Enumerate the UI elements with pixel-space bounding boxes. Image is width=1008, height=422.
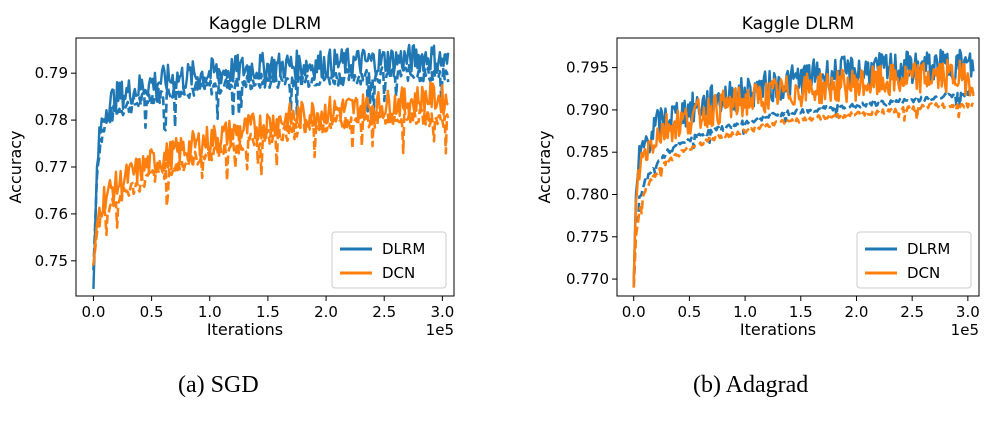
y-tick-label: 0.76: [35, 205, 68, 223]
x-tick-label: 3.0: [956, 303, 980, 321]
legend-label: DCN: [907, 264, 940, 282]
chart-adagrad: 0.0 0.5 1.0 1.5 2.0 2.5 3.0 0.770 0.775 0.780 0.78…: [535, 14, 980, 339]
chart-title: Kaggle DLRM: [209, 14, 321, 34]
x-tick-label: 2.5: [900, 303, 924, 321]
legend-label: DCN: [382, 264, 415, 282]
series-line-dcn: [92, 81, 449, 266]
series-line-dcn-dashed: [632, 102, 975, 288]
x-tick-label: 1.0: [733, 303, 757, 321]
legend-label: DLRM: [382, 240, 425, 258]
plot-frame: [616, 37, 980, 297]
legend-label: DLRM: [907, 240, 950, 258]
x-axis-label: Iterations: [740, 320, 816, 339]
series-line-dcn-dashed: [92, 106, 450, 266]
x-axis-label: Iterations: [207, 320, 283, 339]
y-tick-label: 0.770: [566, 270, 609, 288]
chart-title: Kaggle DLRM: [742, 14, 854, 34]
y-tick-label: 0.795: [566, 59, 609, 77]
x-tick-label: 1.5: [256, 303, 280, 321]
series-line-dlrm: [92, 43, 450, 289]
y-tick-label: 0.785: [566, 143, 609, 161]
y-tick-label: 0.780: [566, 185, 609, 203]
series-line-dcn: [632, 58, 975, 284]
x-offset-label: 1e5: [951, 321, 979, 339]
y-tick-label: 0.75: [35, 252, 68, 270]
legend: DLRM DCN: [856, 231, 972, 289]
y-axis-label: Accuracy: [6, 130, 25, 203]
x-tick-label: 3.0: [430, 303, 454, 321]
y-axis-label: Accuracy: [535, 130, 554, 203]
x-tick-label: 2.0: [845, 303, 869, 321]
series-line-dlrm-dashed: [632, 89, 975, 288]
x-tick-label: 0.5: [677, 303, 701, 321]
caption-a: (a) SGD: [178, 372, 259, 398]
x-tick-label: 1.5: [789, 303, 813, 321]
series-group: [92, 43, 450, 289]
y-tick-label: 0.79: [35, 64, 68, 82]
x-tick-label: 0.0: [82, 303, 106, 321]
series-line-dlrm-dashed: [92, 63, 450, 271]
caption-b: (b) Adagrad: [693, 372, 809, 398]
x-tick-label: 0.5: [140, 303, 164, 321]
y-tick-label: 0.790: [566, 101, 609, 119]
x-offset-label: 1e5: [426, 321, 454, 339]
legend: DLRM DCN: [331, 231, 447, 289]
x-tick-label: 2.5: [372, 303, 396, 321]
y-tick-label: 0.77: [35, 158, 68, 176]
series-group: [632, 48, 975, 288]
chart-sgd: 0.0 0.5 1.0 1.5 2.0 2.5 3.0 0.75 0.76 0.77 0.78 0.7…: [6, 14, 455, 339]
x-tick-label: 0.0: [622, 303, 646, 321]
x-tick-label: 2.0: [314, 303, 338, 321]
y-tick-label: 0.775: [566, 228, 609, 246]
x-tick-label: 1.0: [198, 303, 222, 321]
y-tick-label: 0.78: [35, 111, 68, 129]
